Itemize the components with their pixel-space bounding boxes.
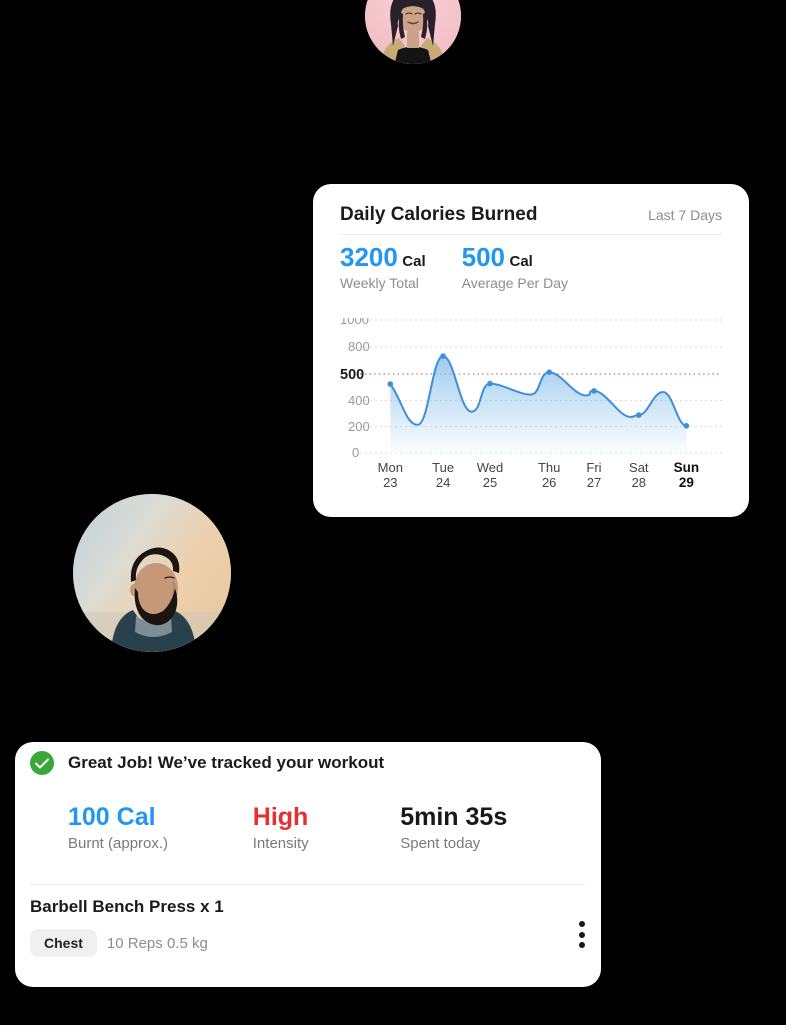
svg-text:27: 27: [587, 475, 601, 490]
svg-text:29: 29: [679, 475, 694, 490]
svg-text:Sun: Sun: [674, 460, 700, 475]
svg-text:25: 25: [483, 475, 497, 490]
svg-text:Thu: Thu: [538, 460, 560, 475]
svg-text:200: 200: [348, 419, 370, 434]
svg-text:Mon: Mon: [378, 460, 403, 475]
svg-text:23: 23: [383, 475, 397, 490]
svg-text:28: 28: [632, 475, 646, 490]
svg-text:500: 500: [340, 367, 364, 383]
svg-text:800: 800: [348, 339, 370, 354]
svg-text:Sat: Sat: [629, 460, 649, 475]
svg-text:26: 26: [542, 475, 556, 490]
svg-text:Wed: Wed: [477, 460, 504, 475]
svg-text:Fri: Fri: [586, 460, 601, 475]
svg-text:400: 400: [348, 393, 370, 408]
svg-text:0: 0: [352, 445, 359, 460]
svg-text:Tue: Tue: [432, 460, 454, 475]
svg-text:24: 24: [436, 475, 450, 490]
svg-text:1000: 1000: [340, 318, 369, 327]
